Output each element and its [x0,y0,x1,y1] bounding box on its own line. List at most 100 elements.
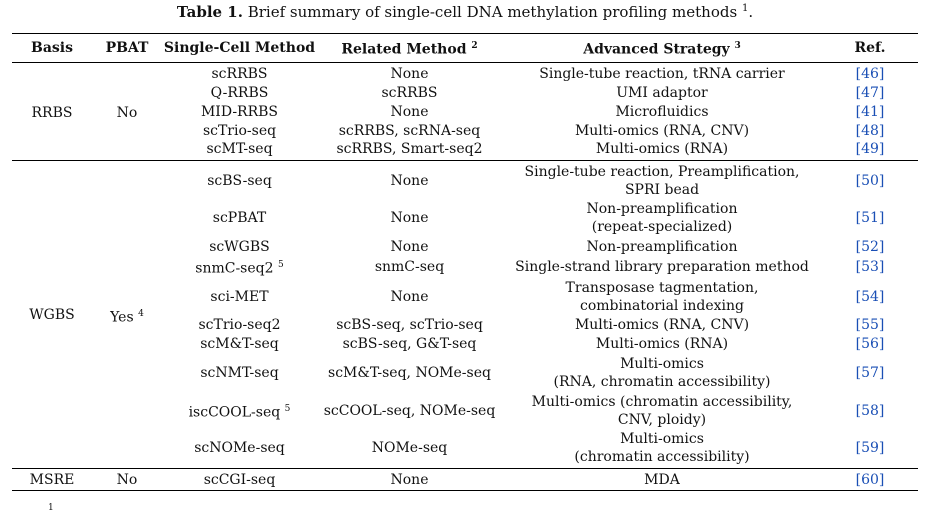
ref-link[interactable]: [58] [855,402,885,419]
cell-method: iscCOOL-seq 5 [162,392,317,430]
header-row: Basis PBAT Single-Cell Method Related Me… [12,33,918,63]
method-name: iscCOOL-seq [188,404,281,421]
header-related: Related Method 2 [317,33,502,63]
method-name: snmC-seq2 [195,260,274,277]
ref-link[interactable]: [56] [855,336,885,353]
cell-related: snmC-seq [374,258,445,275]
advanced-line-2: (chromatin accessibility) [574,448,750,465]
advanced-line-2: (repeat-specialized) [591,219,733,235]
pbat-value: Yes [110,309,134,326]
cell-advanced: Multi-omics (RNA) [502,140,822,161]
header-advanced-sup: 3 [734,41,741,52]
method-name: scCGI-seq [203,472,276,489]
caption-label: Table 1. [176,3,243,21]
advanced-line-1: Non-preamplification [586,201,738,217]
cell-method: scNOMe-seq [162,429,317,469]
cell-method: scMT-seq [162,140,317,161]
ref-link[interactable]: [41] [855,103,885,120]
cell-related: scBS-seq, G&T-seq [342,336,477,353]
cell-method: MID-RRBS [162,102,317,121]
ref-link[interactable]: [49] [822,140,918,161]
ref-link[interactable]: [54] [855,288,885,305]
ref-link[interactable]: [47] [855,84,885,101]
ref-link[interactable]: [52] [855,238,885,255]
table-row: scNOMe-seq NOMe-seq Multi-omics (chromatin … [12,429,918,469]
method-name: scMT-seq [206,141,273,157]
cell-advanced: Single-tube reaction, Preamplification, S… [502,161,822,200]
method-name: scTrio-seq [202,122,277,139]
header-basis: Basis [12,33,92,63]
advanced-line-2: SPRI bead [624,182,700,198]
method-name: scNOMe-seq [194,439,285,456]
table-caption: Table 1. Brief summary of single-cell DN… [0,3,930,21]
table-row: scWGBS None Non-preamplification [52] [12,237,918,256]
cell-method: scTrio-seq2 [162,316,317,335]
ref-link[interactable]: [60] [822,468,918,491]
ref-link[interactable]: [55] [855,317,885,334]
cell-method: scTrio-seq [162,121,317,140]
cell-related: None [390,103,429,120]
ref-link[interactable]: [46] [855,66,885,82]
method-name: scPBAT [212,210,267,226]
cell-basis: RRBS [12,62,92,161]
ref-link[interactable]: [51] [855,210,885,226]
ref-link[interactable]: [48] [855,122,885,139]
cell-method: Q-RRBS [162,83,317,102]
ref-link[interactable]: [57] [855,364,885,381]
cell-method: scM&T-seq [162,335,317,354]
advanced-line-1: Non-preamplification [586,238,738,255]
header-ref: Ref. [822,33,918,63]
cell-related: scRRBS [381,84,438,101]
pbat-value: No [116,472,138,489]
method-name: scRRBS [211,66,268,82]
cell-advanced: Multi-omics (chromatin accessibility) [502,429,822,469]
ref-link[interactable]: [53] [855,258,885,275]
header-method: Single-Cell Method [162,33,317,63]
advanced-line-1: Multi-omics (RNA) [595,141,729,157]
header-advanced-label: Advanced Strategy [583,41,730,58]
cell-method: scRRBS [162,63,317,84]
cell-method: scCGI-seq [162,468,317,491]
caption-period: . [748,3,754,21]
method-footnote-mark: 5 [277,260,284,270]
method-name: Q-RRBS [210,84,269,101]
advanced-line-1: Microfluidics [615,103,709,120]
method-name: MID-RRBS [200,103,279,120]
table-row: iscCOOL-seq 5 scCOOL-seq, NOMe-seq Multi-o… [12,392,918,430]
caption-footnote-mark: 1 [741,3,749,14]
cell-method: sci-MET [162,278,317,316]
method-name: scBS-seq [207,173,272,189]
cell-related: None [390,210,429,226]
table-row: MID-RRBS None Microfluidics [41] [12,102,918,121]
advanced-line-2: combinatorial indexing [580,297,744,314]
advanced-line-1: Single-tube reaction, tRNA carrier [539,66,785,82]
cell-basis: WGBS [12,160,92,469]
table-row: Q-RRBS scRRBS UMI adaptor [47] [12,83,918,102]
table-row: scMT-seq scRRBS, Smart-seq2 Multi-omics (R… [12,140,918,161]
cell-method: scNMT-seq [162,354,317,392]
cell-related: scM&T-seq, NOMe-seq [328,364,491,381]
cell-related: None [390,288,429,305]
cell-method: scWGBS [162,237,317,256]
table-row: MSRE No scCGI-seq None MDA [60] [12,468,918,491]
table-row: RRBS No scRRBS None Single-tube reaction, tR… [12,62,918,161]
cell-related: None [390,173,429,189]
table-row: scPBAT None Non-preamplification (repeat-sp… [12,199,918,237]
advanced-line-1: Single-strand library preparation method [515,258,809,275]
ref-link[interactable]: [59] [822,429,918,469]
method-name: scNMT-seq [200,364,279,381]
cell-advanced: Transposase tagmentation, combinatorial i… [502,278,822,316]
footnote-mark: 1 [48,503,54,513]
header-advanced: Advanced Strategy 3 [502,33,822,63]
cell-advanced: Single-tube reaction, tRNA carrier [502,63,822,84]
ref-link[interactable]: [50] [855,173,885,189]
cell-advanced: UMI adaptor [502,83,822,102]
cell-advanced: Multi-omics (RNA, chromatin accessibility… [502,354,822,392]
header-related-label: Related Method [341,41,467,58]
methods-table: Basis PBAT Single-Cell Method Related Me… [12,33,918,491]
cell-advanced: Single-strand library preparation method [502,256,822,278]
cell-advanced: MDA [502,468,822,491]
header-related-sup: 2 [471,41,478,52]
cell-method: snmC-seq2 5 [162,256,317,278]
cell-related: None [317,468,502,491]
